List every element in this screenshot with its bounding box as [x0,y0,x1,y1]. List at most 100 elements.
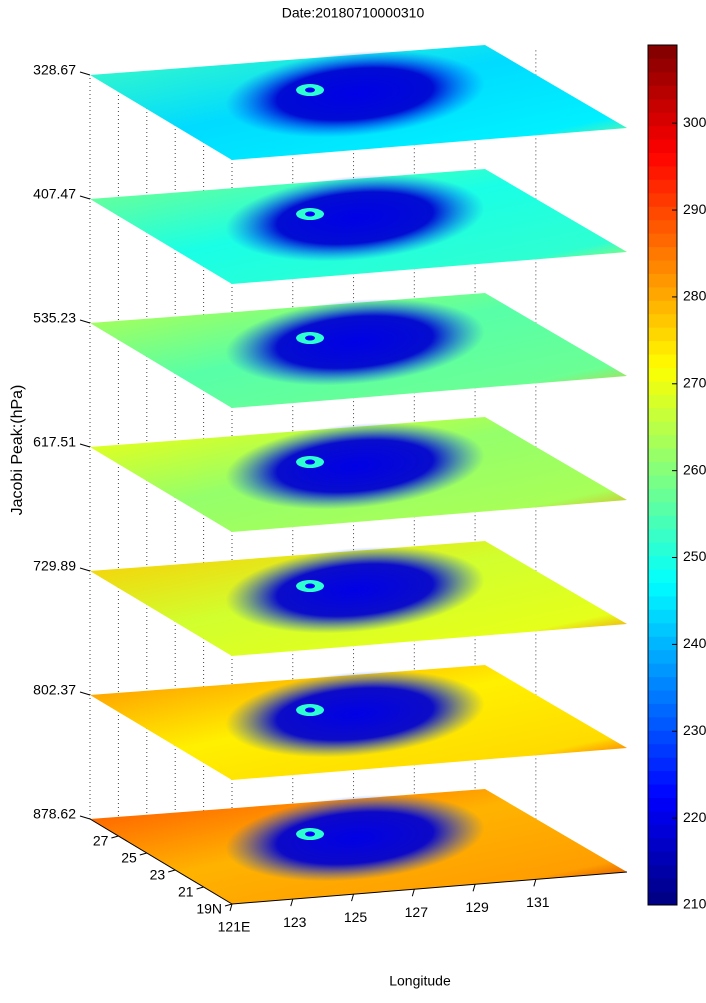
colorbar-segment [648,313,677,328]
colorbar-segment [648,851,677,866]
surface-slice [90,45,627,160]
colorbar-segment [648,260,677,274]
colorbar-segment [648,407,677,422]
level-label: 328.67 [33,62,76,78]
vortex-core [305,831,316,837]
colorbar-segment [648,139,677,153]
colorbar-segment [648,488,677,503]
colorbar-segment [648,475,677,489]
colorbar-segment [648,246,677,261]
level-tick [79,195,91,200]
x-tick [533,879,537,887]
x-tick [472,884,476,892]
lat-tick [224,903,233,907]
lat-tick [139,852,147,856]
colorbar-segment [648,434,677,449]
surface-slice [90,417,627,532]
colorbar-segment [648,784,677,798]
colorbar-segment [648,273,677,288]
level-tick [79,319,91,324]
colorbar-segment [648,192,677,207]
x-tick-label: 123 [283,914,307,930]
colorbar-segment [648,878,677,893]
colorbar-segment [648,757,677,772]
colorbar-segment [648,797,677,812]
lat-tick-label: 19N [196,901,222,917]
colorbar-segment [648,582,677,597]
colorbar-segment [648,595,677,610]
colorbar-segment [648,179,677,194]
colorbar-segment [648,421,677,436]
colorbar-segment [648,569,677,583]
lat-tick-label: 25 [121,850,137,866]
level-tick [79,71,91,76]
colorbar-tick-label: 230 [683,722,706,738]
level-label: 617.51 [33,434,76,450]
colorbar-tick-label: 240 [683,635,706,651]
colorbar-segment [648,703,677,718]
colorbar-segment [648,327,677,342]
colorbar-segment [648,730,677,745]
colorbar-segment [648,716,677,731]
colorbar-segment [648,676,677,691]
colorbar-segment [648,542,677,557]
colorbar-tick-label: 260 [683,461,706,477]
x-tick [290,898,294,907]
vortex [225,50,485,138]
y-axis-label: Jacobi Peak:(hPa) [9,385,26,516]
lat-tick [111,835,119,839]
colorbar-segment [648,649,677,664]
level-label: 802.37 [33,682,76,698]
colorbar-tick-label: 300 [683,114,706,130]
colorbar-frame [647,44,678,906]
vortex [225,422,485,510]
x-tick-label: 129 [465,899,489,915]
vortex [225,546,485,634]
colorbar-segment [648,85,677,100]
colorbar-segment [648,837,677,852]
colorbar-segment [648,864,677,879]
level-tick [79,815,91,820]
colorbar-segment [648,770,677,785]
colorbar-segment [648,286,677,301]
surface-slice [90,789,627,904]
colorbar-segment [648,636,677,651]
colorbar-segment [648,394,677,409]
x-axis [231,871,628,905]
vortex-core [305,707,316,713]
vortex-core [305,335,316,341]
colorbar-segment [648,152,677,167]
level-label: 729.89 [33,558,76,574]
colorbar-segment [648,824,677,839]
colorbar-segment [648,300,677,315]
level-tick [79,567,91,572]
colorbar-segment [648,622,677,637]
surface-slice [90,541,627,656]
colorbar-segment [648,501,677,516]
colorbar-tick-label: 250 [683,548,706,564]
x-tick-label: 125 [344,909,368,925]
x-tick-label: 121E [218,919,251,935]
vortex-core [305,211,316,217]
colorbar-segment [648,219,677,234]
level-tick [79,443,91,448]
surface-slice [90,293,627,408]
x-tick [229,903,233,912]
colorbar-segment [648,609,677,624]
colorbar-segment [648,810,677,825]
colorbar-segment [648,58,677,73]
colorbar-segment [648,891,677,906]
surface-slice [90,665,627,780]
vortex [225,670,485,758]
colorbar-segment [648,555,677,570]
colorbar-segment [648,690,677,704]
colorbar-segment [648,663,677,678]
colorbar-segment [648,461,677,476]
vortex [225,298,485,386]
colorbar-segment [648,125,677,140]
colorbar-segment [648,98,677,113]
colorbar-segment [648,528,677,543]
colorbar-tick-label: 270 [683,374,706,390]
level-label: 878.62 [33,806,76,822]
lat-tick [168,869,176,873]
